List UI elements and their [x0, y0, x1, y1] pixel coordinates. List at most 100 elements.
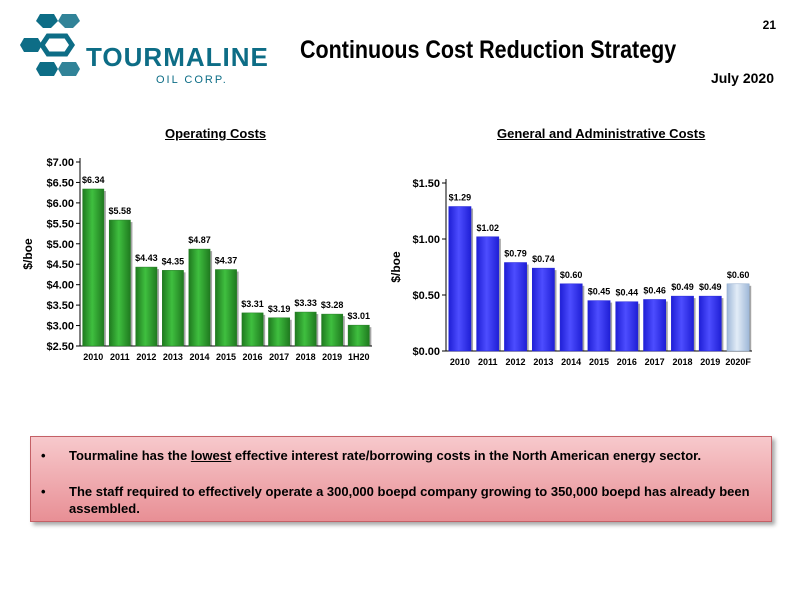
- ga-bar: [643, 299, 667, 352]
- ga-data-label: $0.60: [727, 270, 750, 280]
- ga-data-label: $0.74: [532, 254, 555, 264]
- op-bar: [135, 266, 158, 347]
- ga-x-tick-label: 2010: [450, 357, 470, 367]
- op-x-tick-label: 2010: [83, 352, 103, 362]
- op-y-tick-label: $4.00: [46, 280, 74, 292]
- op-x-tick-label: 2014: [189, 352, 209, 362]
- ga-data-label: $1.29: [449, 193, 472, 203]
- op-x-tick-label: 1H20: [348, 352, 370, 362]
- ga-x-tick-label: 2019: [700, 357, 720, 367]
- page-number: 21: [762, 18, 776, 32]
- highlights-callout: • Tourmaline has the lowest effective in…: [30, 436, 772, 522]
- ga-bar: [504, 262, 527, 352]
- company-logo: TOURMALINE OIL CORP.: [18, 12, 268, 86]
- highlight-emphasis: lowest: [190, 448, 232, 463]
- operating-costs-title: Operating Costs: [165, 126, 267, 141]
- ga-x-tick-label: 2018: [672, 357, 692, 367]
- op-data-label: $3.31: [241, 299, 264, 309]
- date-label: July 2020: [710, 70, 774, 86]
- op-x-tick-label: 2018: [296, 352, 316, 362]
- ga-bar: [448, 206, 472, 352]
- ga-y-tick-label: $1.00: [412, 234, 440, 246]
- ga-bar: [698, 295, 722, 352]
- op-data-label: $3.28: [321, 300, 344, 310]
- ga-x-tick-label: 2015: [589, 357, 609, 367]
- op-bar: [108, 219, 131, 347]
- op-bar: [162, 270, 184, 347]
- ga-x-tick-label: 2016: [617, 357, 637, 367]
- op-bar: [347, 324, 370, 347]
- highlight-text-end: effective interest rate/borrowing costs …: [231, 448, 702, 463]
- bullet-icon: •: [41, 448, 46, 463]
- ga-y-tick-label: $1.50: [412, 178, 440, 190]
- op-data-label: $4.35: [162, 256, 185, 266]
- ga-bar: [587, 300, 611, 352]
- op-x-tick-label: 2012: [136, 352, 156, 362]
- bullet-icon: •: [41, 484, 46, 499]
- op-y-tick-label: $4.50: [46, 259, 74, 271]
- page-title: Continuous Cost Reduction Strategy: [300, 36, 677, 64]
- op-bar: [241, 312, 264, 347]
- ga-bar: [531, 267, 555, 352]
- ga-data-label: $0.79: [504, 249, 527, 259]
- ga-x-tick-label: 2011: [478, 357, 498, 367]
- op-data-label: $3.01: [347, 311, 370, 321]
- op-data-label: $4.37: [215, 256, 238, 266]
- op-y-tick-label: $5.50: [46, 218, 74, 230]
- op-bar: [294, 311, 317, 347]
- op-bar: [82, 188, 105, 347]
- op-bar: [188, 248, 211, 347]
- op-y-tick-label: $2.50: [46, 341, 74, 353]
- ga-data-label: $0.44: [616, 288, 639, 298]
- op-x-tick-label: 2019: [322, 352, 342, 362]
- ga-data-label: $0.49: [699, 282, 722, 292]
- op-y-tick-label: $3.00: [46, 321, 74, 333]
- op-data-label: $6.34: [82, 175, 105, 185]
- op-data-label: $5.58: [109, 206, 132, 216]
- logo-wordmark: TOURMALINE: [86, 42, 269, 72]
- highlight-text: The staff required to effectively operat…: [69, 484, 750, 516]
- ga-bar: [726, 283, 750, 352]
- op-y-tick-label: $3.50: [46, 300, 74, 312]
- ga-bar: [671, 295, 694, 352]
- op-data-label: $3.33: [294, 298, 317, 308]
- op-x-tick-label: 2013: [163, 352, 183, 362]
- op-x-tick-label: 2011: [110, 352, 130, 362]
- op-y-tick-label: $6.00: [46, 198, 74, 210]
- ga-data-label: $0.60: [560, 270, 583, 280]
- highlight-text-start: Tourmaline has the: [69, 448, 191, 463]
- ga-x-tick-label: 2020F: [725, 357, 751, 367]
- op-y-axis-label: $/boe: [21, 238, 35, 270]
- op-bar: [268, 317, 290, 347]
- ga-bar: [559, 283, 583, 352]
- op-x-tick-label: 2016: [243, 352, 263, 362]
- ga-data-label: $0.49: [671, 282, 694, 292]
- op-x-tick-label: 2017: [269, 352, 289, 362]
- ga-x-tick-label: 2014: [561, 357, 581, 367]
- ga-x-tick-label: 2013: [533, 357, 553, 367]
- highlight-text: Tourmaline has the lowest effective inte…: [69, 447, 764, 464]
- tourmaline-gem-icon: [20, 14, 80, 76]
- op-y-tick-label: $5.00: [46, 239, 74, 251]
- op-data-label: $4.43: [135, 253, 158, 263]
- op-bar: [321, 313, 344, 347]
- ga-costs-chart: $0.00 $0.50 $1.00 $1.50 $/boe $1.29 2010 $1.02 2…: [389, 178, 752, 367]
- ga-data-label: $1.02: [476, 223, 499, 233]
- ga-data-label: $0.45: [588, 287, 611, 297]
- logo-subtitle: OIL CORP.: [156, 74, 228, 86]
- ga-y-axis-label: $/boe: [389, 251, 403, 283]
- ga-x-tick-label: 2017: [645, 357, 665, 367]
- ga-data-label: $0.46: [643, 285, 666, 295]
- ga-costs-title: General and Administrative Costs: [497, 126, 706, 141]
- op-y-tick-label: $6.50: [46, 177, 74, 189]
- ga-x-tick-label: 2012: [506, 357, 526, 367]
- ga-y-tick-label: $0.50: [412, 290, 440, 302]
- op-y-tick-label: $7.00: [46, 157, 74, 169]
- op-x-tick-label: 2015: [216, 352, 236, 362]
- operating-costs-chart: $2.50 $3.00 $3.50 $4.00 $4.50 $5.00 $5.50 $6.00…: [21, 157, 372, 362]
- op-data-label: $4.87: [188, 235, 211, 245]
- ga-y-tick-label: $0.00: [412, 346, 440, 358]
- ga-bar: [615, 301, 639, 352]
- ga-bar: [476, 236, 500, 352]
